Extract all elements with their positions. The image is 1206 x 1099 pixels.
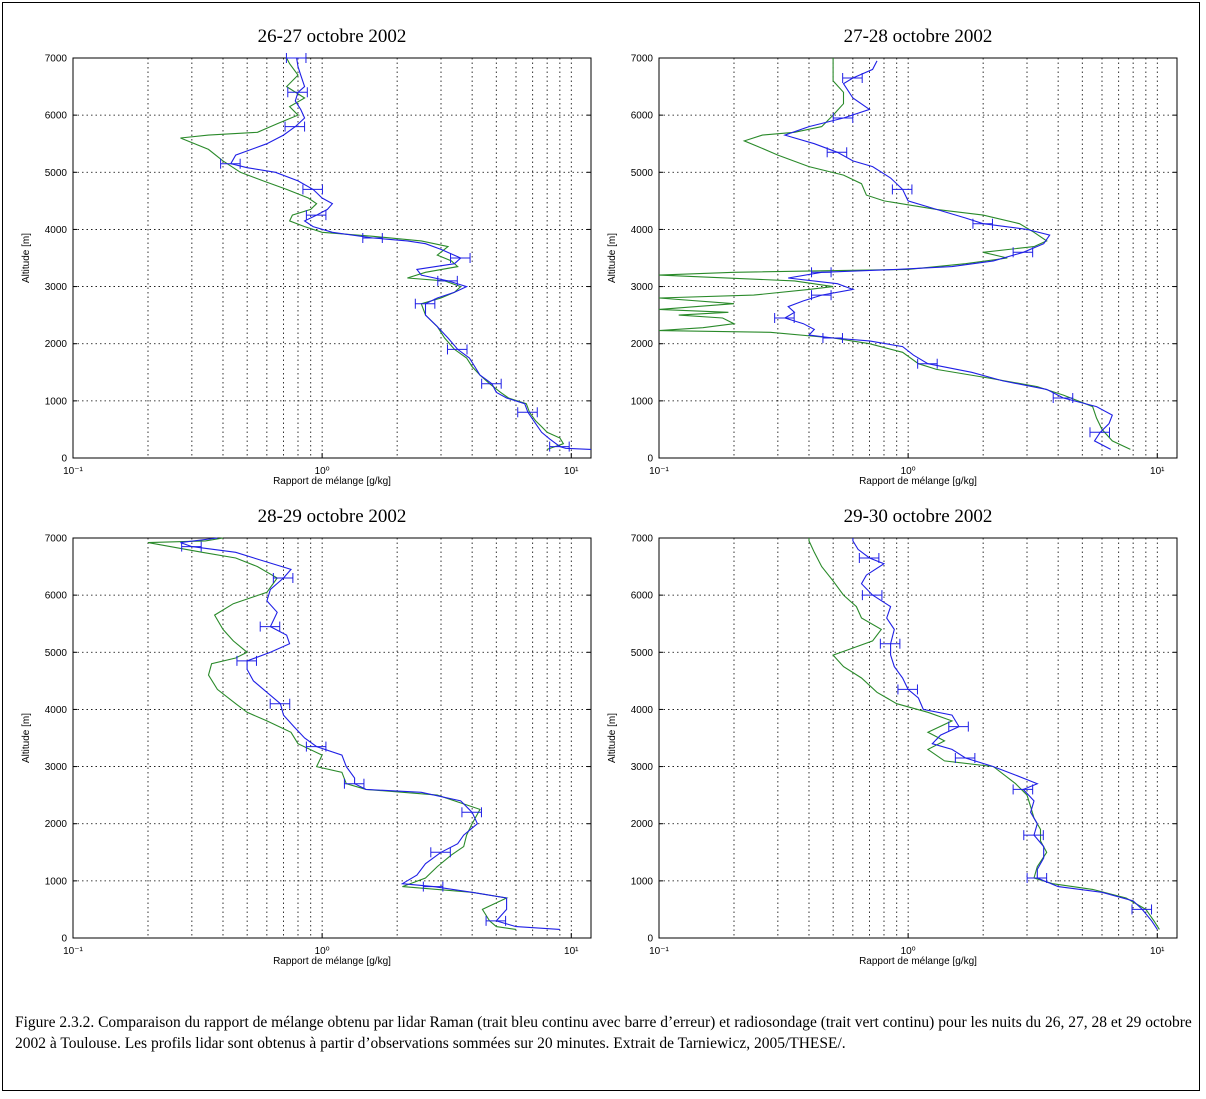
x-tick-label: 10⁻¹ [63,946,83,957]
y-tick-label: 0 [647,934,653,945]
y-tick-label: 3000 [45,762,68,773]
x-tick-label: 10⁰ [315,946,330,957]
x-tick-label: 10⁰ [901,946,916,957]
y-tick-label: 4000 [45,705,68,716]
y-tick-label: 4000 [631,225,654,236]
x-axis-label: Rapport de mélange [g/kg] [273,476,391,487]
y-tick-label: 1000 [631,876,654,887]
y-tick-label: 5000 [631,168,654,179]
y-tick-label: 3000 [631,762,654,773]
y-tick-label: 6000 [631,591,654,602]
y-axis-label: Altitude [m] [607,713,618,763]
x-axis-label: Rapport de mélange [g/kg] [859,956,977,967]
y-tick-label: 2000 [631,339,654,350]
y-tick-label: 3000 [631,282,654,293]
chart-title: 26-27 octobre 2002 [258,26,407,47]
x-axis-label: Rapport de mélange [g/kg] [273,956,391,967]
chart-title: 28-29 octobre 2002 [258,506,407,527]
x-tick-label: 10¹ [1150,466,1165,477]
lidar-profile-line [852,538,1158,930]
y-tick-label: 1000 [45,396,68,407]
y-tick-label: 6000 [45,591,68,602]
y-tick-label: 5000 [45,168,68,179]
x-tick-label: 10⁻¹ [649,946,669,957]
x-tick-label: 10¹ [564,466,579,477]
y-tick-label: 2000 [45,339,68,350]
lidar-profile-line [783,60,1113,450]
y-tick-label: 1000 [631,396,654,407]
y-tick-label: 0 [61,934,67,945]
chart-panel-2: 0 1000 2000 3000 4000 5000 6000 7000 10⁻¹ 10⁰ 10¹ 2… [607,26,1178,487]
y-tick-label: 4000 [45,225,68,236]
x-tick-label: 10¹ [564,946,579,957]
y-tick-label: 3000 [45,282,68,293]
x-axis-label: Rapport de mélange [g/kg] [859,476,977,487]
y-tick-label: 5000 [631,648,654,659]
y-axis-label: Altitude [m] [21,233,32,283]
plot-area [72,57,592,459]
y-tick-label: 7000 [631,54,654,65]
y-tick-label: 1000 [45,876,68,887]
plot-area [72,537,592,939]
y-axis-label: Altitude [m] [21,713,32,763]
y-tick-label: 0 [61,454,67,465]
chart-panel-3: 0 1000 2000 3000 4000 5000 6000 7000 10⁻¹ 10⁰ 10¹ 2… [21,506,592,967]
y-tick-label: 5000 [45,648,68,659]
figure-caption: Figure 2.3.2. Comparaison du rapport de … [15,1014,1192,1052]
y-tick-label: 4000 [631,705,654,716]
y-tick-label: 6000 [631,111,654,122]
x-tick-label: 10⁻¹ [649,466,669,477]
plot-area [658,57,1178,459]
radiosonde-profile-line [147,537,517,930]
radiosonde-profile-line [658,58,1131,450]
chart-panel-1: 0 1000 2000 3000 4000 5000 6000 7000 10⁻¹ 10⁰ 10¹ 2… [21,26,592,487]
chart-panel-4: 0 1000 2000 3000 4000 5000 6000 7000 10⁻¹ 10⁰ 10¹ 2… [607,506,1178,967]
y-tick-label: 0 [647,454,653,465]
y-tick-label: 7000 [45,54,68,65]
lidar-profile-line [229,57,592,450]
x-tick-label: 10⁰ [315,466,330,477]
chart-title: 27-28 octobre 2002 [844,26,993,47]
lidar-profile-line [180,537,560,930]
y-tick-label: 7000 [631,534,654,545]
radiosonde-profile-line [180,57,565,450]
y-tick-label: 6000 [45,111,68,122]
plot-area [658,537,1178,939]
x-tick-label: 10⁰ [901,466,916,477]
y-tick-label: 7000 [45,534,68,545]
x-tick-label: 10⁻¹ [63,466,83,477]
y-tick-label: 2000 [45,819,68,830]
y-axis-label: Altitude [m] [607,233,618,283]
x-tick-label: 10¹ [1150,946,1165,957]
chart-title: 29-30 octobre 2002 [844,506,993,527]
radiosonde-profile-line [808,538,1160,930]
figure-canvas: 0 1000 2000 3000 4000 5000 6000 7000 10⁻¹ 10⁰ 10¹ 2… [21,26,1178,967]
y-tick-label: 2000 [631,819,654,830]
